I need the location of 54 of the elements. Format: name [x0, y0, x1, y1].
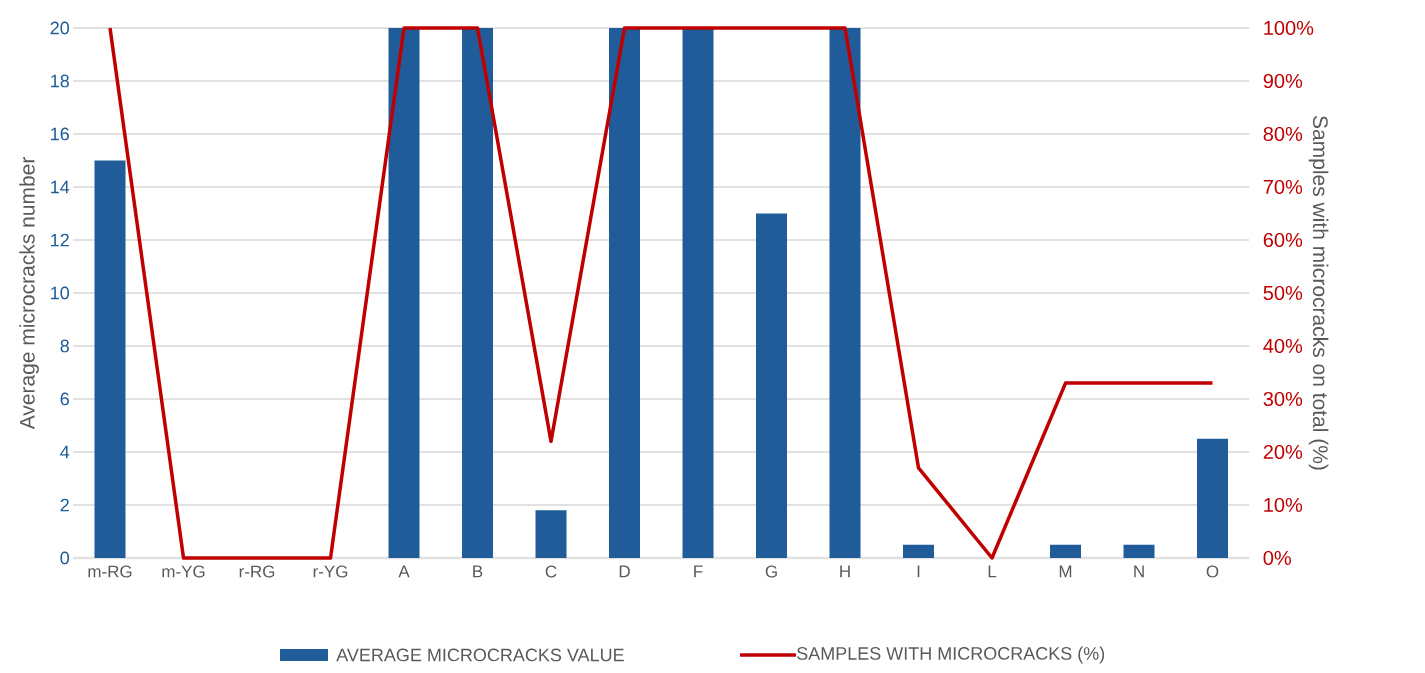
x-tick-label: B [473, 565, 483, 578]
y-tick-label: 12 [51, 233, 69, 247]
x-tick-label: O [1206, 565, 1219, 578]
y2-tick-label: 100% [1264, 20, 1314, 36]
y-tick-label: 8 [60, 339, 69, 353]
y-tick-label: 14 [51, 180, 70, 194]
y2-tick-label: 0% [1263, 550, 1291, 566]
y2-tick-label: 20% [1263, 444, 1303, 460]
bar [1197, 438, 1229, 558]
x-tick-label: L [988, 565, 997, 578]
y-tick-label: 2 [60, 498, 69, 512]
x-tick-label: I [917, 565, 920, 578]
x-tick-label: r-RG [239, 565, 275, 578]
bar [903, 544, 935, 558]
x-tick-label: N [1134, 565, 1144, 578]
bar [94, 160, 126, 558]
bar [1123, 544, 1155, 558]
y2-tick-label: 60% [1263, 232, 1303, 248]
y-tick-label: 18 [51, 74, 69, 88]
x-tick-label: m-RG [88, 565, 132, 578]
bar [388, 27, 420, 558]
bar [682, 27, 714, 558]
x-tick-label: G [765, 565, 777, 578]
x-tick-label: H [840, 565, 850, 578]
bar [756, 213, 788, 558]
y2-tick-label: 40% [1263, 338, 1303, 354]
bar [609, 27, 641, 558]
y-tick-label: 4 [60, 445, 70, 459]
x-tick-label: C [545, 565, 557, 578]
x-tick-label: D [619, 565, 630, 578]
legend-label: AVERAGE MICROCRACKS VALUE [336, 648, 624, 662]
y2-tick-label: 50% [1263, 285, 1303, 301]
bar [1050, 544, 1082, 558]
y2-tick-label: 10% [1264, 497, 1303, 513]
y2-tick-label: 90% [1263, 73, 1303, 89]
y-tick-label: 6 [60, 392, 69, 406]
bar [829, 27, 861, 558]
y2-tick-label: 70% [1263, 179, 1303, 195]
y-tick-label: 16 [51, 127, 69, 141]
x-tick-label: A [398, 565, 410, 578]
y2-axis-title: Samples with microcracks on total (%) [1308, 115, 1329, 470]
y2-tick-label: 80% [1263, 126, 1303, 142]
y-axis-title: Average microcracks number [19, 157, 39, 430]
y-tick-label: 0 [60, 551, 70, 565]
x-tick-label: r-YG [313, 565, 348, 578]
x-tick-label: M [1059, 565, 1072, 578]
y2-tick-label: 30% [1263, 391, 1303, 407]
y-tick-label: 10 [51, 286, 70, 300]
x-tick-label: m-YG [162, 565, 205, 578]
bar [462, 27, 494, 558]
x-tick-label: F [694, 565, 703, 578]
y-tick-label: 20 [50, 21, 70, 35]
bar [535, 510, 567, 558]
legend-label: SAMPLES WITH MICROCRACKS (%) [797, 646, 1105, 664]
